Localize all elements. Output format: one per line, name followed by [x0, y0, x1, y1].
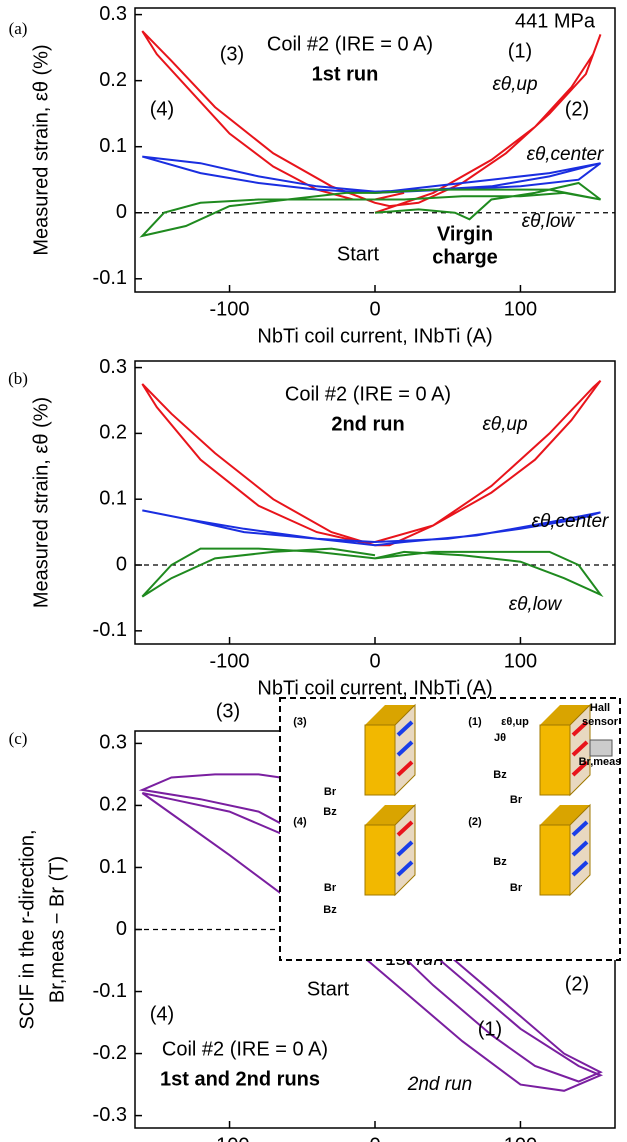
inset-label: εθ,up: [501, 716, 529, 728]
inset-label: Br: [324, 882, 337, 894]
x-tick-label: 100: [504, 650, 537, 672]
y-tick-label: 0: [116, 553, 127, 575]
annotation: (1): [508, 40, 532, 62]
x-tick-label: 100: [504, 1134, 537, 1142]
annotation: (1): [478, 1018, 502, 1040]
y-tick-label: -0.1: [93, 619, 127, 641]
series-label: εθ,up: [492, 74, 537, 95]
series-line: [139, 181, 602, 238]
block: [539, 803, 591, 897]
inset-label: (1): [468, 716, 482, 728]
x-axis-label: NbTi coil current, INbTi (A): [257, 325, 492, 347]
series-line: [141, 30, 602, 214]
x-tick-label: 0: [369, 298, 380, 320]
y-axis-label: SCIF in the r-direction,: [16, 829, 38, 1029]
x-tick-label: 100: [504, 298, 537, 320]
series-label: εθ,low: [509, 594, 563, 615]
x-tick-label: -100: [210, 650, 250, 672]
series-label: εθ,center: [532, 511, 609, 532]
y-tick-label: -0.3: [93, 1104, 127, 1126]
x-tick-label: -100: [210, 298, 250, 320]
x-tick-label: 0: [369, 650, 380, 672]
inset-label: Jθ: [494, 732, 506, 744]
x-tick-label: 0: [369, 1134, 380, 1142]
annotation: (2): [565, 98, 589, 120]
y-tick-label: 0.1: [99, 487, 127, 509]
annotation: charge: [432, 246, 498, 268]
inset-label: Bz: [323, 904, 337, 916]
y-tick-label: -0.2: [93, 1042, 127, 1064]
chart: εθ,up εθ,center εθ,low -0.1 0 0.1 0.2 0.3 -100 0 1…: [8, 356, 616, 699]
y-tick-label: 0.1: [99, 856, 127, 878]
annotation: (2): [565, 973, 589, 995]
series-line: [142, 509, 601, 547]
annotation: Coil #2 (IRE = 0 A): [267, 33, 433, 55]
panel-label: (c): [9, 729, 28, 748]
series-label: εθ,center: [527, 144, 604, 165]
y-axis-label: Measured strain, εθ (%): [30, 44, 52, 255]
inset-label: Bz: [493, 769, 507, 781]
inset-label: Br: [324, 786, 337, 798]
inset-label: Bz: [493, 856, 507, 868]
y-tick-label: -0.1: [93, 267, 127, 289]
annotation: Start: [337, 243, 380, 265]
annotation: 441 MPa: [515, 10, 596, 32]
annotation: (3): [216, 700, 240, 722]
inset-label: (2): [468, 816, 482, 828]
annotation: (4): [150, 98, 174, 120]
inset-label: Hall: [590, 702, 610, 714]
y-axis-label: Br,meas − Br (T): [46, 856, 68, 1003]
annotation: (4): [150, 1003, 174, 1025]
block: [539, 703, 613, 797]
y-tick-label: 0.3: [99, 356, 127, 378]
y-tick-label: 0.2: [99, 69, 127, 91]
block: [364, 703, 416, 797]
annotation: (3): [220, 43, 244, 65]
y-tick-label: 0.2: [99, 422, 127, 444]
inset-label: Br: [510, 882, 523, 894]
annotation: 2nd run: [331, 413, 404, 435]
y-tick-label: -0.1: [93, 980, 127, 1002]
series-label: εθ,up: [482, 414, 527, 435]
y-axis-label: Measured strain, εθ (%): [30, 397, 52, 608]
annotation: Coil #2 (IRE = 0 A): [285, 383, 451, 405]
panel-label: (b): [8, 369, 28, 388]
series-line: [141, 547, 604, 598]
series-label: 2nd run: [407, 1074, 472, 1095]
y-tick-label: 0: [116, 918, 127, 940]
inset-label: Br: [510, 794, 523, 806]
panel-label: (a): [9, 19, 28, 38]
annotation: Virgin: [437, 223, 493, 245]
annotation: 1st run: [312, 63, 379, 85]
inset-diagram: (3) (1) (4) (2) Hall sensor Br,meas εθ,up Jθ Br Bz…: [279, 697, 622, 961]
block: [364, 803, 416, 897]
inset-label: (3): [293, 716, 307, 728]
y-tick-label: 0.1: [99, 135, 127, 157]
y-tick-label: 0.3: [99, 732, 127, 754]
inset-label: Br,meas: [579, 756, 622, 768]
annotation: Coil #2 (IRE = 0 A): [162, 1038, 328, 1060]
annotation: Start: [307, 978, 350, 1000]
y-tick-label: 0: [116, 201, 127, 223]
inset-label: sensor: [582, 716, 619, 728]
x-tick-label: -100: [210, 1134, 250, 1142]
x-axis-label: NbTi coil current, INbTi (A): [257, 677, 492, 699]
inset-label: Bz: [323, 806, 337, 818]
y-tick-label: 0.2: [99, 794, 127, 816]
annotation: 1st and 2nd runs: [160, 1068, 320, 1090]
y-tick-label: 0.3: [99, 3, 127, 25]
chart: εθ,up εθ,center εθ,low -0.1 0 0.1 0.2 0.3 -100 0 1…: [9, 3, 616, 347]
inset-label: (4): [293, 816, 307, 828]
series-label: εθ,low: [522, 211, 576, 232]
